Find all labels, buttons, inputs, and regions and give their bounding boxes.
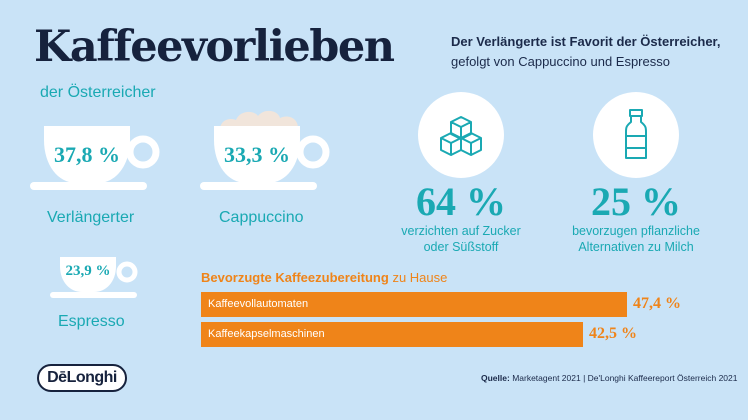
bar-title-normal: zu Hause: [392, 270, 448, 285]
stat-caption-sugar: verzichten auf Zucker oder Süßstoff: [371, 223, 551, 255]
cappuccino-cup-icon: [200, 110, 330, 190]
source-text: Marketagent 2021 | De'Longhi Kaffeerepor…: [512, 373, 738, 383]
stat-caption-milk: bevorzugen pflanzliche Alternativen zu M…: [546, 223, 726, 255]
milk-bottle-icon: [625, 109, 647, 159]
bar-chart-title: Bevorzugte Kaffeezubereitung zu Hause: [201, 270, 447, 285]
bar-label: Kaffeevollautomaten: [208, 298, 309, 310]
page-title: Kaffeevorlieben: [34, 22, 395, 72]
cup-label-cappuccino: Cappuccino: [219, 209, 304, 226]
delonghi-logo: DēLonghi: [37, 364, 127, 392]
stat-caption-line: verzichten auf Zucker: [401, 224, 521, 238]
source-note: Quelle: Marketagent 2021 | De'Longhi Kaf…: [481, 373, 737, 383]
stat-value-sugar: 64 %: [416, 179, 506, 224]
cup-icon: [30, 126, 160, 190]
sugar-cubes-icon: [440, 116, 482, 156]
cup-value-cappuccino: 33,3 %: [224, 142, 290, 167]
headline-normal: gefolgt von Cappuccino und Espresso: [451, 54, 670, 69]
page-subtitle: der Österreicher: [40, 84, 156, 101]
bar-kaffeevollautomaten: Kaffeevollautomaten: [201, 292, 627, 317]
cup-value-espresso: 23,9 %: [65, 263, 111, 279]
espresso-cup-icon: [50, 257, 138, 298]
cup-value-verlaengerter: 37,8 %: [54, 142, 120, 167]
stat-value-milk: 25 %: [591, 179, 681, 224]
cup-label-verlaengerter: Verlängerter: [47, 209, 135, 226]
stat-caption-line: Alternativen zu Milch: [578, 240, 694, 254]
bar-title-bold: Bevorzugte Kaffeezubereitung: [201, 270, 389, 285]
bar-value-label: 47,4 %: [633, 295, 681, 312]
sugar-circle: [418, 92, 504, 178]
headline: Der Verlängerte ist Favorit der Österrei…: [451, 32, 721, 72]
bar-label: Kaffeekapselmaschinen: [208, 328, 325, 340]
milk-circle: [593, 92, 679, 178]
stat-caption-line: bevorzugen pflanzliche: [572, 224, 700, 238]
source-label: Quelle:: [481, 373, 510, 383]
headline-bold: Der Verlängerte ist Favorit der Österrei…: [451, 34, 721, 49]
cup-label-espresso: Espresso: [58, 313, 125, 330]
bar-value-label: 42,5 %: [588, 325, 637, 342]
bar-kaffeekapselmaschinen: Kaffeekapselmaschinen: [201, 322, 583, 347]
stat-caption-line: oder Süßstoff: [423, 240, 499, 254]
